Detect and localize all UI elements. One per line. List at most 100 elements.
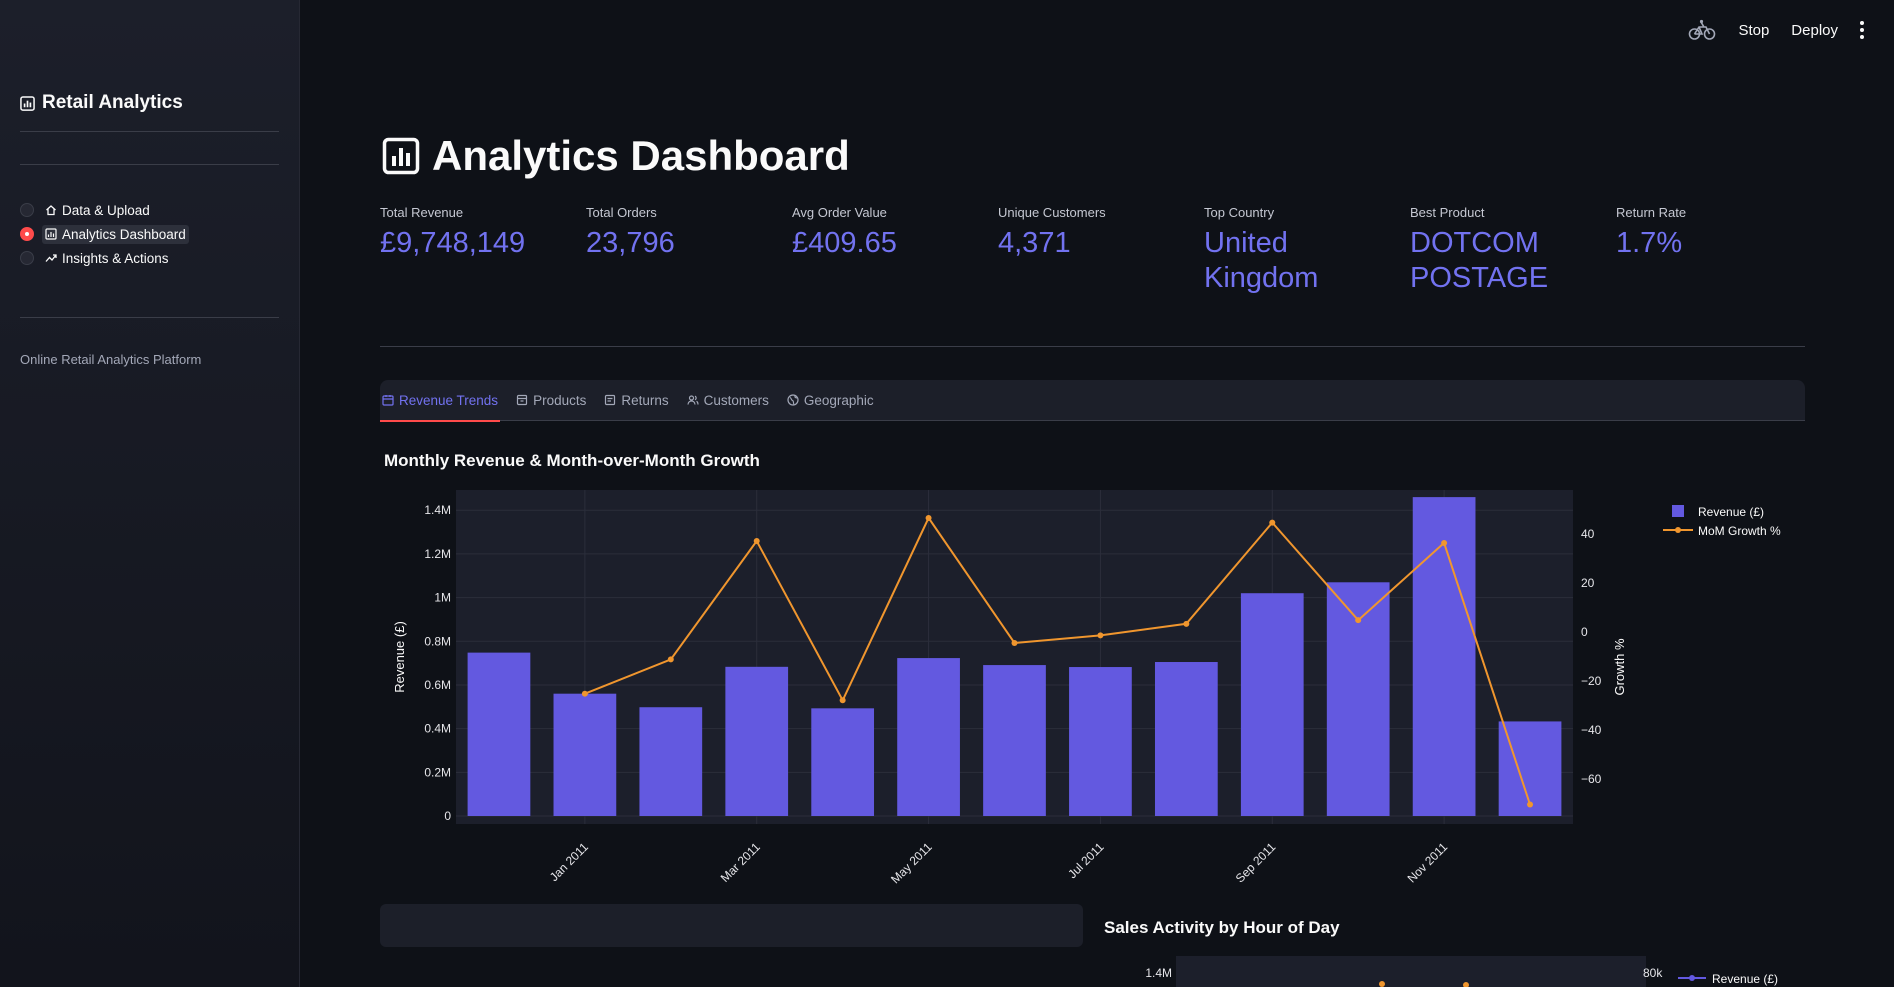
metric-label: Total Orders	[586, 205, 657, 220]
growth-point	[1097, 632, 1104, 639]
metric-value: DOTCOM POSTAGE	[1410, 227, 1549, 294]
chart-icon	[382, 137, 420, 175]
metric-value: £409.65	[792, 227, 897, 259]
nav-item-analytics-dashboard[interactable]: Analytics Dashboard	[20, 222, 189, 246]
x-tick-label: Sep 2011	[1233, 840, 1279, 886]
radio-button[interactable]	[20, 251, 34, 265]
metric-total-revenue: Total Revenue £9,748,149	[380, 205, 586, 296]
metric-label: Top Country	[1204, 205, 1275, 220]
metric-label: Avg Order Value	[792, 205, 887, 220]
y-axis-title: Revenue (£)	[392, 621, 407, 693]
tab-label: Revenue Trends	[399, 392, 499, 408]
y2-axis-title: Growth %	[1612, 638, 1627, 696]
metric-top-country: Top Country United Kingdom	[1204, 205, 1410, 296]
divider	[20, 164, 279, 165]
revenue-bar	[811, 708, 875, 816]
receipt-icon	[605, 394, 616, 406]
growth-point	[753, 537, 760, 544]
sidebar-footer: Online Retail Analytics Platform	[20, 352, 202, 367]
growth-point	[1269, 519, 1276, 526]
kpi-row: Total Revenue £9,748,149 Total Orders 23…	[380, 205, 1822, 296]
trend-icon	[45, 254, 57, 262]
growth-point	[581, 690, 588, 697]
users-icon	[687, 395, 699, 405]
y-tick-label: 1.2M	[424, 547, 451, 561]
y-tick-label: 1.4M	[424, 503, 451, 517]
metric-value: United Kingdom	[1204, 227, 1319, 294]
growth-point	[839, 697, 846, 704]
growth-point	[1441, 539, 1448, 546]
revenue-bar	[639, 707, 703, 816]
monthly-revenue-chart[interactable]: 0 0.2M 0.4M 0.6M 0.8M 1M 1.2M 1.4M Jan 2011 Mar 2…	[380, 480, 1805, 890]
nav-label: Analytics Dashboard	[62, 226, 186, 242]
y2-tick-label: 40	[1581, 527, 1595, 541]
metric-value: 4,371	[998, 227, 1071, 259]
metric-label: Return Rate	[1616, 205, 1687, 220]
y2-tick-label: −60	[1581, 772, 1602, 786]
tab-products[interactable]: Products	[514, 380, 588, 421]
nav-item-insights-actions[interactable]: Insights & Actions	[20, 246, 189, 270]
tab-customers[interactable]: Customers	[685, 380, 771, 421]
revenue-bar	[983, 665, 1046, 816]
app-title: Retail Analytics	[20, 92, 183, 114]
legend-marker-growth	[1675, 527, 1681, 533]
metric-value: £9,748,149	[380, 227, 526, 259]
legend-label-revenue: Revenue (£)	[1712, 972, 1778, 986]
tab-label: Products	[533, 392, 587, 408]
deploy-button[interactable]: Deploy	[1791, 21, 1838, 39]
y2-tick-label: 0	[1581, 625, 1588, 639]
y2-tick-label: −20	[1581, 674, 1602, 688]
bike-icon	[1689, 19, 1716, 40]
stop-button[interactable]: Stop	[1738, 21, 1770, 39]
divider	[380, 346, 1805, 347]
page-navigation: Data & Upload Analytics Dashboard Insigh…	[20, 198, 189, 270]
revenue-bar	[1498, 721, 1562, 816]
tab-revenue-trends[interactable]: Revenue Trends	[380, 380, 501, 422]
legend-label-growth: MoM Growth %	[1698, 524, 1781, 538]
metric-avg-order-value: Avg Order Value £409.65	[792, 205, 998, 296]
radio-button[interactable]	[20, 203, 34, 217]
divider	[20, 131, 279, 132]
legend-label-revenue: Revenue (£)	[1698, 505, 1764, 519]
x-tick-label: May 2011	[888, 840, 935, 887]
revenue-bar	[897, 658, 960, 816]
y-tick-label: 0.6M	[424, 678, 451, 692]
tab-geographic[interactable]: Geographic	[785, 380, 876, 421]
data-point	[1379, 981, 1385, 987]
radio-button-selected[interactable]	[20, 227, 34, 241]
hourly-sales-chart[interactable]: 1.4M 80k Revenue (£)	[1100, 950, 1800, 987]
tab-label: Geographic	[803, 392, 874, 408]
revenue-bar	[1069, 667, 1132, 816]
app-title-text: Retail Analytics	[42, 92, 183, 113]
x-tick-label: Jul 2011	[1065, 840, 1107, 882]
revenue-bar	[467, 652, 531, 816]
y2-tick-label: 20	[1581, 576, 1595, 590]
metric-label: Best Product	[1410, 205, 1485, 220]
home-icon	[46, 205, 56, 216]
calendar-icon	[382, 395, 394, 406]
nav-label: Data & Upload	[62, 202, 150, 218]
sidebar: Retail Analytics Data & Upload Analytics…	[0, 0, 300, 987]
divider	[20, 317, 279, 318]
revenue-bar	[553, 693, 617, 816]
y-tick-label: 1M	[434, 591, 451, 605]
tab-label: Returns	[621, 392, 669, 408]
y-tick-label: 0.4M	[424, 722, 451, 736]
data-point	[1463, 982, 1469, 987]
growth-point	[1011, 639, 1018, 646]
kebab-menu-icon[interactable]	[1860, 21, 1864, 39]
revenue-bar	[725, 666, 789, 816]
metric-label: Unique Customers	[998, 205, 1106, 220]
legend-swatch-revenue	[1672, 505, 1684, 517]
y-tick-label: 0.8M	[424, 634, 451, 648]
growth-line	[584, 515, 1531, 805]
x-tick-label: Nov 2011	[1405, 840, 1451, 886]
metric-best-product: Best Product DOTCOM POSTAGE	[1410, 205, 1616, 296]
nav-item-data-upload[interactable]: Data & Upload	[20, 198, 189, 222]
legend-marker-revenue	[1689, 975, 1695, 981]
growth-point	[667, 656, 674, 663]
page-title-text: Analytics Dashboard	[432, 132, 850, 179]
chart-icon	[45, 228, 57, 240]
growth-point	[925, 514, 932, 521]
tab-returns[interactable]: Returns	[602, 380, 670, 421]
